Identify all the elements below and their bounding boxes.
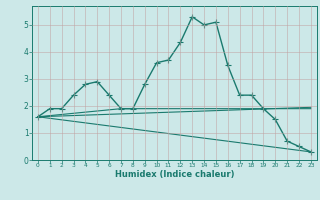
X-axis label: Humidex (Indice chaleur): Humidex (Indice chaleur): [115, 170, 234, 179]
